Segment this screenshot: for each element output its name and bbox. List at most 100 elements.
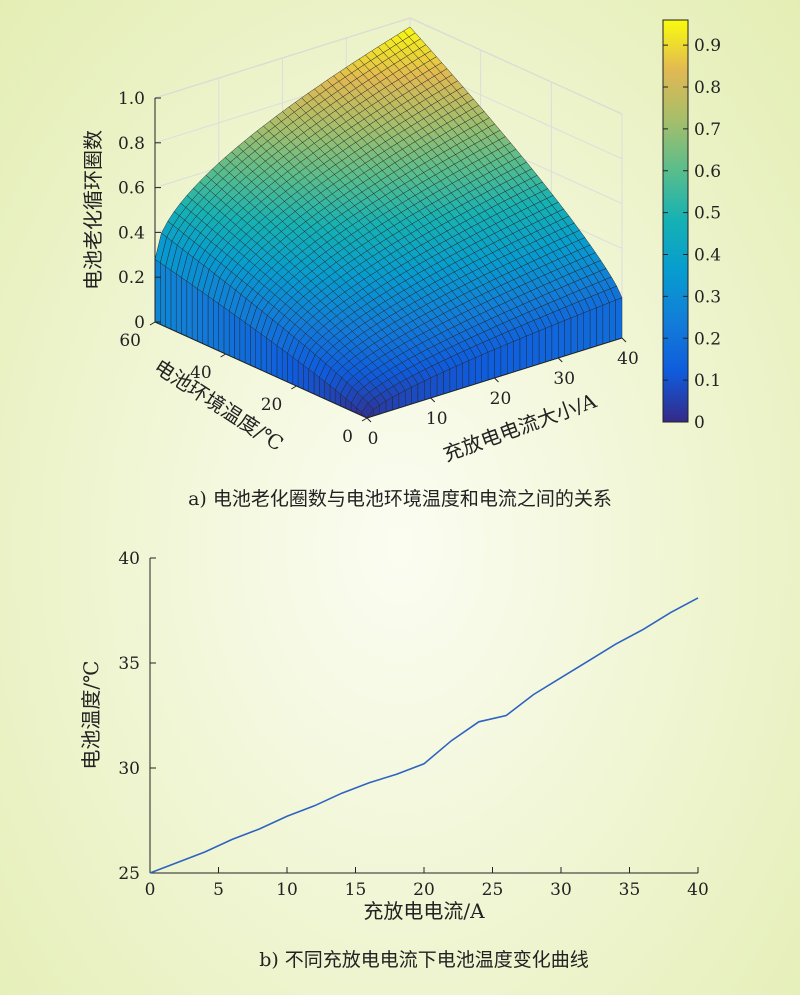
surface-skirt xyxy=(287,352,293,385)
colorbar-tick-label: 0.3 xyxy=(694,287,721,307)
z-tick-label: 0.6 xyxy=(118,179,145,199)
y-tick-mark xyxy=(361,417,368,422)
x-tick-mark xyxy=(366,417,372,423)
surface-skirt xyxy=(443,368,451,395)
surface-skirt xyxy=(207,295,214,349)
surface-skirt xyxy=(250,325,256,368)
x-tick-mark xyxy=(621,337,627,343)
panel-a-surface-chart: 0 0.2 0.4 0.6 0.8 1.0 0 10 20 30 40 0 20 40 60 电池老化循… xyxy=(81,17,721,510)
y-tick-label: 35 xyxy=(118,654,140,674)
x-tick-label: 0 xyxy=(368,429,379,449)
surface-skirt xyxy=(417,380,425,403)
surface-skirt xyxy=(411,383,419,405)
y-tick-mark xyxy=(291,385,297,390)
surface-skirt xyxy=(266,337,272,376)
surface-skirt xyxy=(244,322,251,366)
x-tick-label: 30 xyxy=(553,369,575,389)
z-tick-label: 0.4 xyxy=(118,223,145,243)
z-tick-label: 0.8 xyxy=(118,134,145,154)
x-tick-label: 25 xyxy=(482,880,504,900)
x-axis-label: 充放电电流/A xyxy=(363,899,485,923)
y-axis-label: 电池温度/℃ xyxy=(79,660,103,769)
surface-skirt xyxy=(424,377,431,401)
x-tick-mark xyxy=(430,397,436,403)
surface-skirt xyxy=(255,329,262,371)
y-tick-label: 40 xyxy=(118,549,140,569)
surface-skirt xyxy=(538,327,546,365)
y-axis-ticks: 0 20 40 60 xyxy=(119,321,368,447)
surface-skirt xyxy=(218,303,225,354)
surface-skirt xyxy=(436,371,444,397)
x-axis-ticks: 0 10 20 30 40 xyxy=(366,337,639,449)
surface-skirt xyxy=(186,280,193,340)
surface-skirt xyxy=(313,372,320,397)
colorbar-fill xyxy=(662,19,689,423)
colorbar-tick-label: 0.8 xyxy=(694,78,721,98)
surface-skirt xyxy=(175,273,182,335)
x-tick-label: 20 xyxy=(413,880,435,900)
surface-skirt xyxy=(260,333,267,373)
surface-skirt xyxy=(181,277,188,337)
x-tick-label: 10 xyxy=(276,880,298,900)
surface-skirt xyxy=(526,333,533,369)
caption-b: b) 不同充放电电流下电池温度变化曲线 xyxy=(259,949,589,971)
surface-skirt xyxy=(223,307,230,356)
surface-skirt xyxy=(271,341,278,378)
surface-skirt xyxy=(297,360,304,390)
surface-skirt xyxy=(475,354,482,385)
y-tick-label: 30 xyxy=(118,759,140,779)
surface-skirt xyxy=(456,363,463,391)
z-tick-label: 0.2 xyxy=(118,268,145,288)
surface-skirt xyxy=(513,338,521,373)
colorbar-tick-label: 0 xyxy=(694,413,705,433)
surface-skirt xyxy=(545,325,553,363)
surface-skirt xyxy=(507,341,514,375)
surface-skirt xyxy=(577,312,584,353)
series-line xyxy=(149,597,699,874)
colorbar-tick-label: 0.9 xyxy=(694,36,721,56)
surface-skirt xyxy=(303,364,309,392)
x-axis-label: 充放电电流大小/A xyxy=(440,388,600,466)
z-tick-label: 0 xyxy=(134,313,145,333)
surface-skirt xyxy=(170,269,177,332)
surface-skirt xyxy=(282,349,288,383)
z-axis-ticks: 0 0.2 0.4 0.6 0.8 1.0 xyxy=(118,89,161,333)
surface-skirt xyxy=(558,320,565,359)
surface-skirt xyxy=(191,284,198,342)
surface-skirt xyxy=(583,309,591,351)
surface-skirt xyxy=(213,299,219,352)
colorbar-tick-label: 0.7 xyxy=(694,120,721,140)
surface-skirt xyxy=(292,356,299,388)
x-tick-label: 15 xyxy=(345,880,367,900)
surface-skirt xyxy=(602,302,610,345)
x-tick-mark xyxy=(557,357,563,363)
y-tick-label: 40 xyxy=(190,363,212,383)
surface-mesh xyxy=(154,26,623,419)
y-tick-mark xyxy=(149,321,156,326)
surface-skirt xyxy=(398,390,406,409)
gridline xyxy=(409,17,623,115)
surface-skirt xyxy=(197,288,203,344)
x-tick-label: 10 xyxy=(426,409,448,429)
colorbar-tick-label: 0.4 xyxy=(694,246,721,266)
colorbar-tick-label: 0.1 xyxy=(694,371,721,391)
x-tick-mark xyxy=(494,377,499,383)
surface-skirt xyxy=(308,368,315,395)
surface-skirt xyxy=(500,343,508,377)
colorbar-tick-label: 0.2 xyxy=(694,329,721,349)
y-tick-label: 20 xyxy=(261,395,283,415)
colorbar-tick-label: 0.5 xyxy=(694,204,721,224)
axis-ticks: 0 5 10 15 20 25 30 35 40 25 30 35 40 xyxy=(118,549,708,900)
colorbar-ticks: 0 0.1 0.2 0.3 0.4 0.5 0.6 0.7 0.8 0.9 xyxy=(663,36,721,433)
surface-skirt xyxy=(405,386,412,407)
surface-skirt xyxy=(532,330,540,367)
surface-skirt xyxy=(154,258,161,325)
y-tick-label: 0 xyxy=(342,427,353,447)
surface-skirt xyxy=(202,292,209,347)
surface-skirt xyxy=(494,346,502,379)
surface-skirt xyxy=(165,266,172,330)
x-tick-label: 35 xyxy=(619,880,641,900)
surface-skirt xyxy=(234,314,241,361)
x-tick-label: 5 xyxy=(213,880,224,900)
